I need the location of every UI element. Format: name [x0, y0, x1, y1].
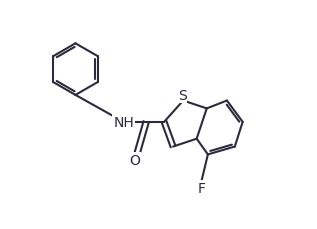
Text: O: O — [129, 153, 140, 167]
Text: S: S — [178, 89, 186, 102]
Text: NH: NH — [113, 115, 134, 129]
Text: F: F — [197, 181, 205, 195]
